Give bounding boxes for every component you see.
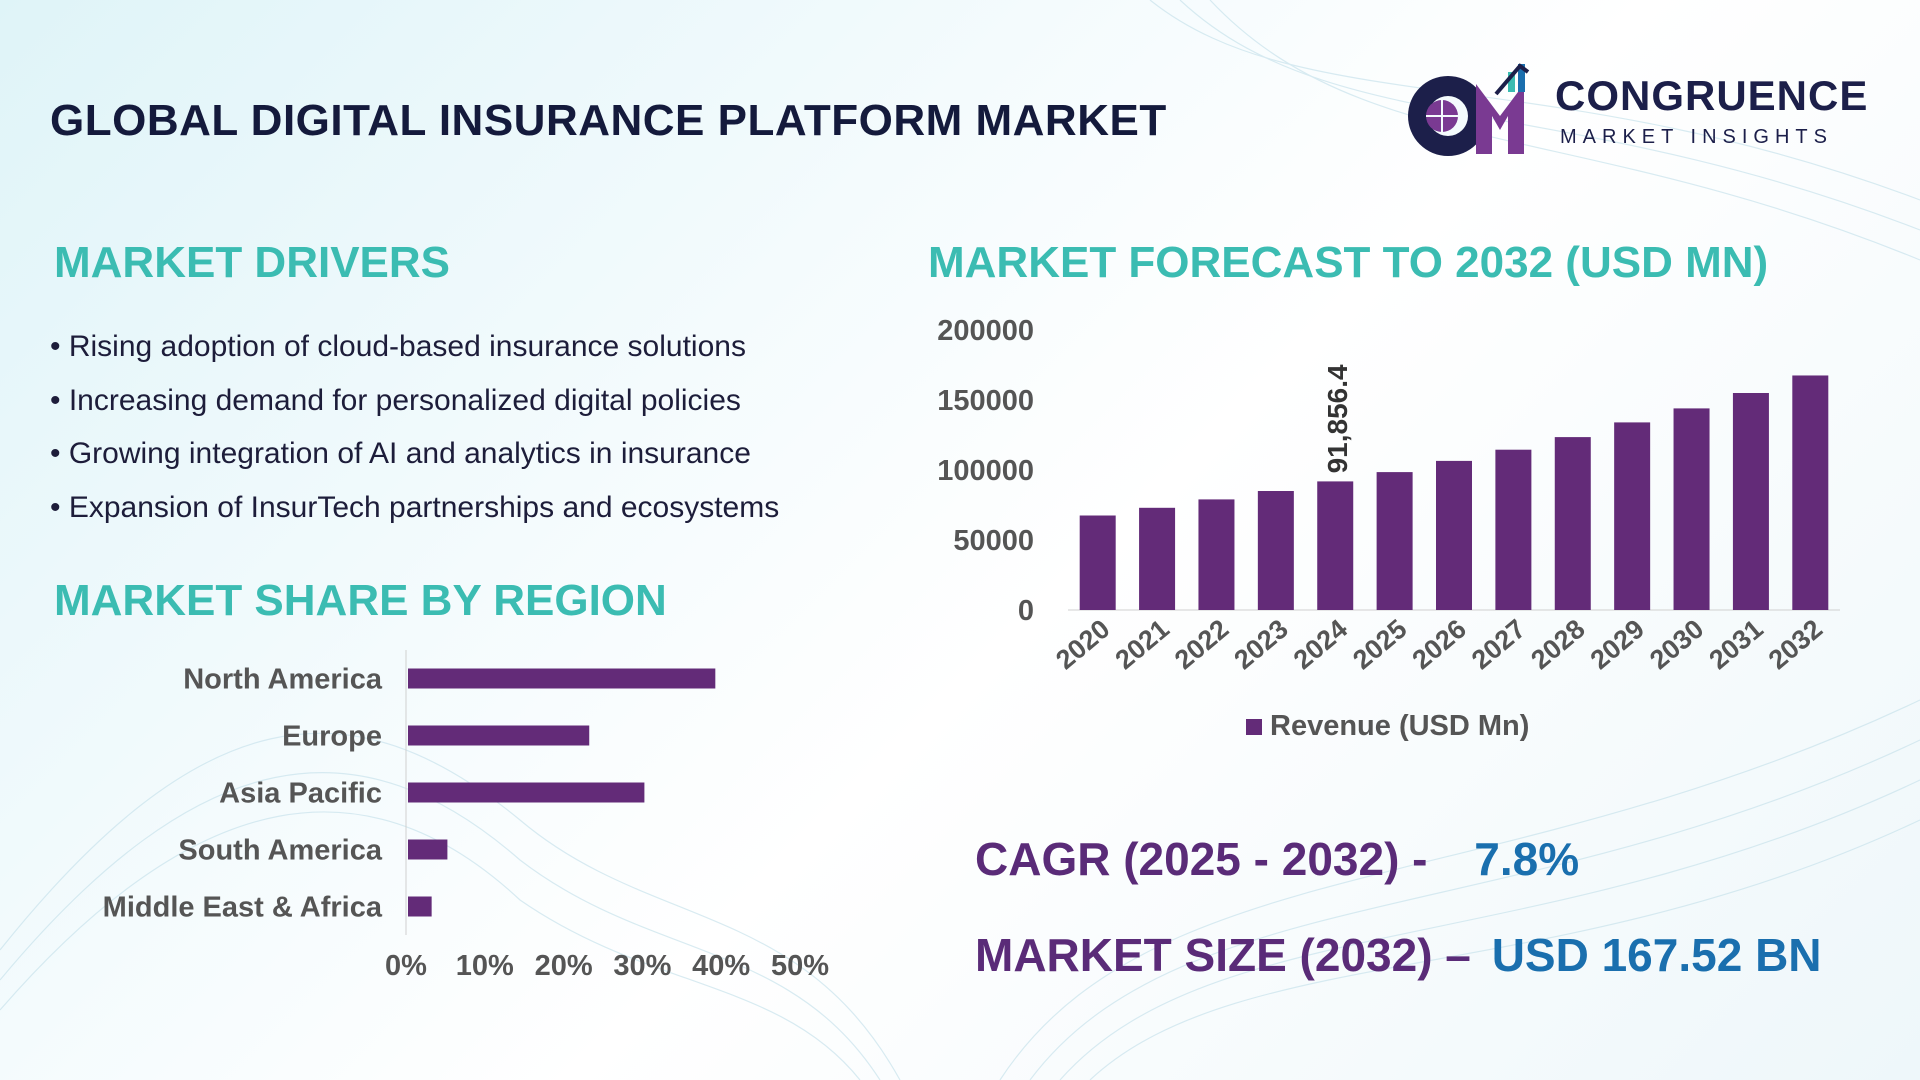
page-title: GLOBAL DIGITAL INSURANCE PLATFORM MARKET bbox=[50, 96, 1167, 145]
bar bbox=[1257, 491, 1294, 610]
logo-name: CONGRUENCE bbox=[1555, 72, 1869, 119]
x-tick-label: 2022 bbox=[1169, 614, 1234, 676]
x-tick-label: 2020 bbox=[1050, 614, 1115, 676]
x-tick-label: 2027 bbox=[1466, 614, 1531, 676]
bar bbox=[1554, 437, 1591, 610]
x-tick-label: 2028 bbox=[1525, 614, 1590, 676]
bar bbox=[1673, 408, 1710, 610]
bar bbox=[1079, 515, 1116, 610]
category-label: Middle East & Africa bbox=[103, 892, 383, 924]
bar bbox=[408, 782, 645, 803]
y-tick-label: 150000 bbox=[937, 385, 1034, 417]
tick-label: 0% bbox=[385, 950, 427, 982]
market-size-label: MARKET SIZE (2032) – bbox=[975, 929, 1471, 981]
bar bbox=[1139, 507, 1176, 610]
driver-item: Growing integration of AI and analytics … bbox=[50, 427, 779, 481]
x-tick-label: 2031 bbox=[1703, 614, 1768, 676]
x-tick-label: 2026 bbox=[1407, 614, 1472, 676]
x-tick-label: 2023 bbox=[1228, 614, 1293, 676]
cagr-value: 7.8% bbox=[1474, 833, 1580, 885]
category-label: Europe bbox=[282, 721, 382, 753]
bar bbox=[1792, 375, 1829, 610]
tick-label: 10% bbox=[456, 950, 514, 982]
region-title: MARKET SHARE BY REGION bbox=[54, 576, 667, 625]
region-share-chart: North America Europe Asia Pacific South Ame… bbox=[103, 650, 829, 982]
bar bbox=[408, 896, 432, 917]
drivers-list: Rising adoption of cloud-based insurance… bbox=[50, 320, 779, 534]
tick-label: 20% bbox=[535, 950, 593, 982]
bar bbox=[408, 668, 716, 689]
bar bbox=[1376, 472, 1413, 610]
driver-item: Rising adoption of cloud-based insurance… bbox=[50, 320, 779, 374]
bar bbox=[408, 839, 448, 860]
data-label: 91,856.4 bbox=[1322, 364, 1353, 473]
bar bbox=[1495, 449, 1532, 610]
x-tick-label: 2025 bbox=[1347, 614, 1412, 676]
tick-label: 50% bbox=[771, 950, 829, 982]
y-tick-label: 50000 bbox=[953, 525, 1034, 557]
y-tick-label: 0 bbox=[1018, 595, 1034, 627]
y-tick-label: 100000 bbox=[937, 455, 1034, 487]
driver-item: Increasing demand for personalized digit… bbox=[50, 374, 779, 428]
market-size-value: USD 167.52 BN bbox=[1491, 929, 1822, 981]
bar bbox=[408, 725, 590, 746]
forecast-title: MARKET FORECAST TO 2032 (USD MN) bbox=[928, 238, 1769, 287]
bar bbox=[1732, 393, 1769, 610]
forecast-chart: 0 50000 100000 150000 200000 2020202120222023… bbox=[937, 315, 1840, 742]
x-tick-label: 2029 bbox=[1585, 614, 1650, 676]
tick-label: 40% bbox=[692, 950, 750, 982]
legend-label: Revenue (USD Mn) bbox=[1270, 710, 1529, 742]
logo-tagline: MARKET INSIGHTS bbox=[1560, 126, 1833, 148]
category-label: South America bbox=[178, 835, 382, 867]
bar bbox=[1436, 460, 1472, 610]
x-tick-label: 2021 bbox=[1110, 614, 1175, 676]
logo-mark-icon bbox=[1408, 63, 1530, 156]
bar bbox=[1198, 499, 1235, 610]
market-size-row: MARKET SIZE (2032) – USD 167.52 BN bbox=[975, 928, 1822, 982]
y-tick-label: 200000 bbox=[937, 315, 1034, 347]
x-tick-label: 2030 bbox=[1644, 614, 1709, 676]
driver-item: Expansion of InsurTech partnerships and … bbox=[50, 481, 779, 535]
drivers-title: MARKET DRIVERS bbox=[54, 238, 451, 287]
company-logo: CONGRUENCE MARKET INSIGHTS bbox=[1400, 54, 1870, 164]
x-tick-label: 2032 bbox=[1763, 614, 1828, 676]
tick-label: 30% bbox=[613, 950, 671, 982]
legend-swatch bbox=[1246, 719, 1262, 735]
bar bbox=[1614, 422, 1651, 610]
x-tick-label: 2024 bbox=[1288, 614, 1353, 676]
cagr-label: CAGR (2025 - 2032) - bbox=[975, 833, 1428, 885]
category-label: North America bbox=[183, 664, 383, 696]
category-label: Asia Pacific bbox=[219, 778, 382, 810]
cagr-row: CAGR (2025 - 2032) - 7.8% bbox=[975, 832, 1579, 886]
bar bbox=[1317, 481, 1354, 610]
